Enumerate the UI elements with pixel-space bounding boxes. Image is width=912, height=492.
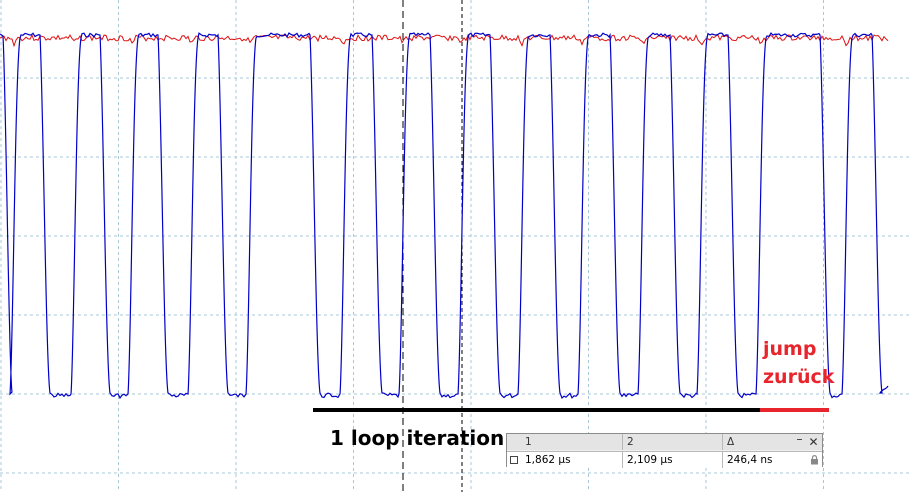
- jump-back-label: jump zurück: [763, 335, 834, 391]
- cursor-marker-icon: [510, 456, 518, 464]
- red-channel-trace: [0, 33, 889, 48]
- delta-header: Δ: [722, 434, 792, 450]
- blue-channel-trace: [0, 32, 889, 400]
- cursor1-value: 1,862 µs: [525, 454, 571, 466]
- close-button[interactable]: ✕: [808, 435, 819, 449]
- cursor1-header: 1: [525, 436, 532, 448]
- cursor2-header: 2: [622, 434, 721, 450]
- cursor-lines: [402, 0, 463, 492]
- cursor-panel-header: 1 2 Δ – ✕: [507, 432, 822, 450]
- cursor-panel-values: 1,862 µs 2,109 µs 246,4 ns: [507, 451, 822, 468]
- delta-value: 246,4 ns: [722, 452, 792, 468]
- cursor2-value: 2,109 µs: [622, 452, 721, 468]
- jump-label-line1: jump: [763, 338, 817, 360]
- loop-iteration-label: 1 loop iteration: [330, 426, 505, 450]
- jump-label-line2: zurück: [763, 366, 835, 388]
- minimize-button[interactable]: –: [796, 432, 803, 446]
- cursor-measurement-panel[interactable]: 1 2 Δ – ✕ 1,862 µs 2,109 µs 246,4 ns: [506, 432, 823, 468]
- lock-icon[interactable]: [810, 455, 819, 465]
